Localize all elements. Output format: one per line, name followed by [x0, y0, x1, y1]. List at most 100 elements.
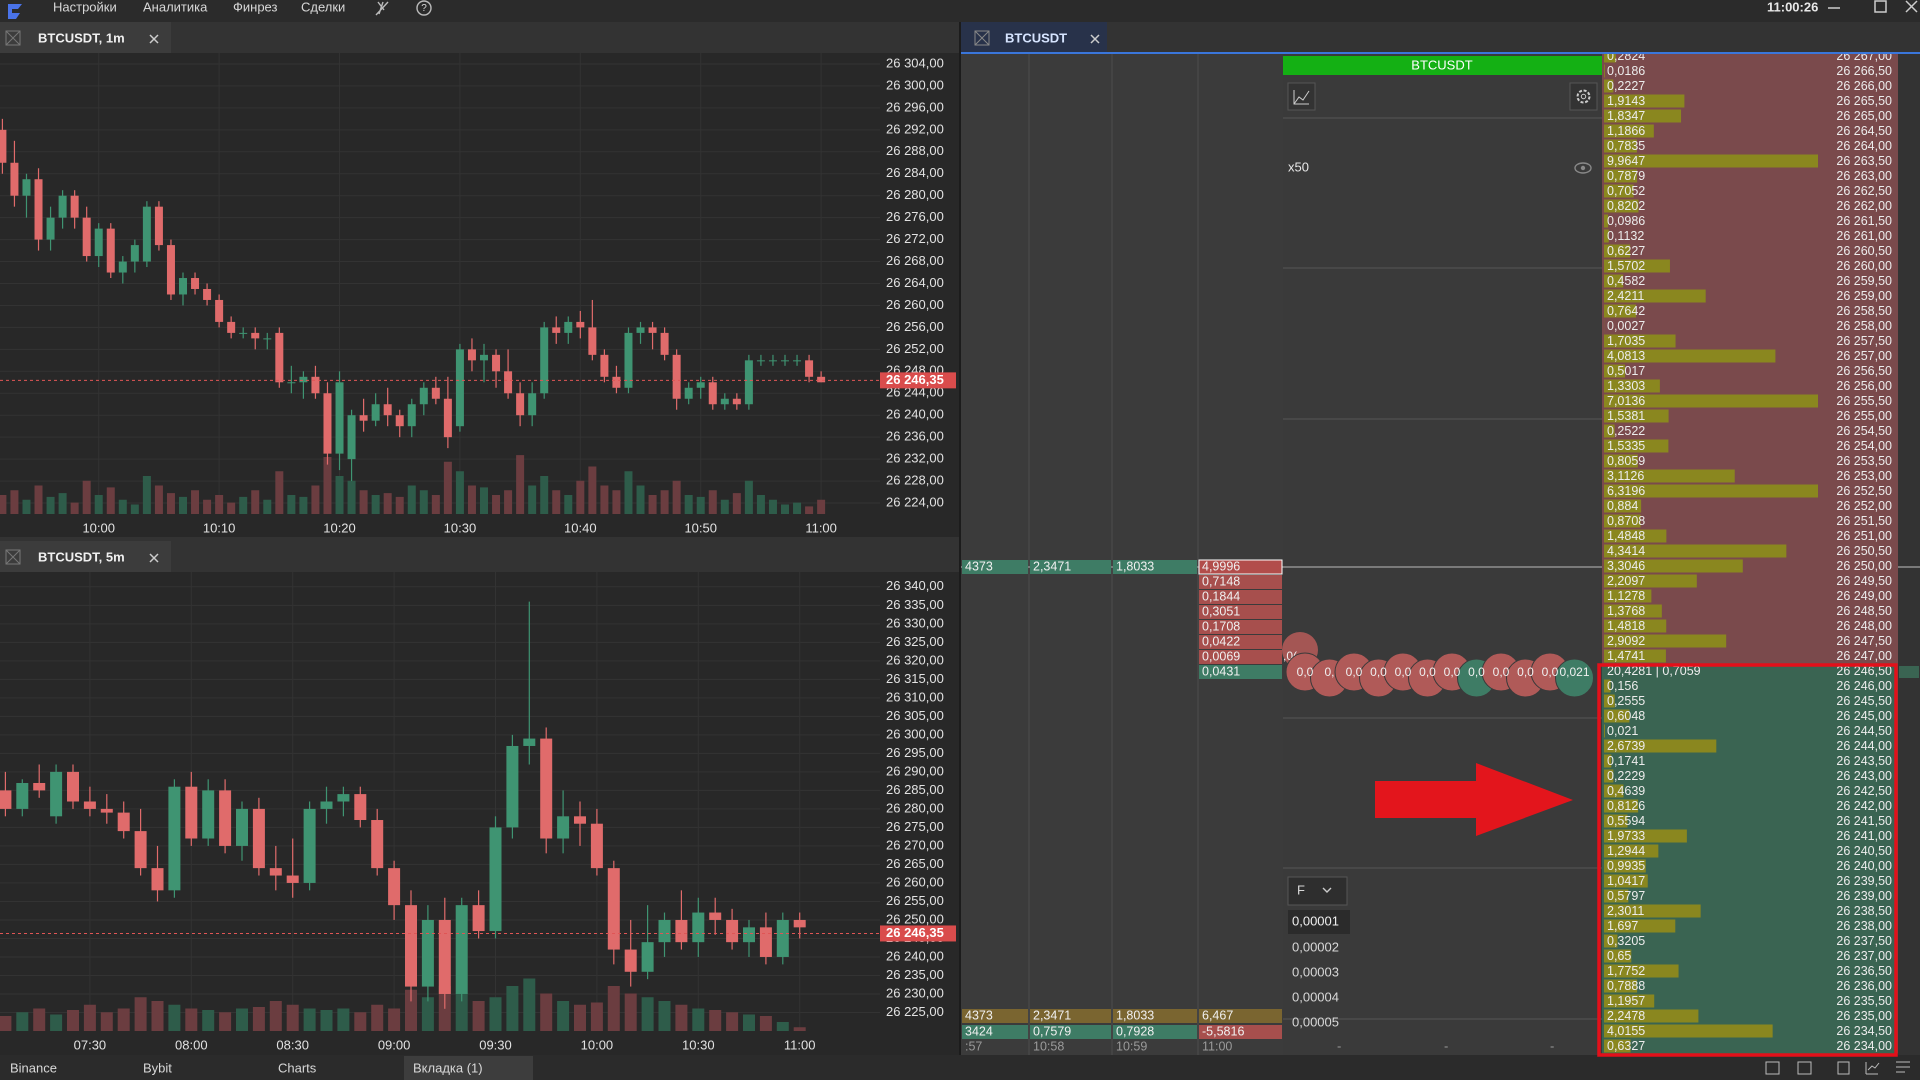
footer-icon[interactable] — [1797, 1061, 1812, 1075]
filter-value[interactable]: F — [1297, 882, 1305, 897]
book-price: 26 252,00 — [1836, 499, 1892, 513]
y-tick-label: 26 260,00 — [886, 874, 944, 889]
book-volume: 0,3205 — [1607, 934, 1645, 948]
x-tick-label: 09:00 — [378, 1037, 411, 1052]
volume-bar — [347, 480, 356, 514]
tab[interactable] — [961, 22, 1107, 53]
settings-icon — [1580, 93, 1587, 100]
book-volume: 1,3303 — [1607, 379, 1645, 393]
volume-bar — [395, 496, 404, 514]
book-price: 26 244,50 — [1836, 724, 1892, 738]
candle-body — [523, 738, 536, 746]
candle-body — [311, 376, 320, 394]
candle-body — [624, 332, 633, 388]
candle-body — [743, 927, 755, 943]
book-price: 26 235,00 — [1836, 1009, 1892, 1023]
volume-bar — [624, 471, 633, 514]
candle-body — [154, 206, 163, 246]
book-volume: 1,7035 — [1607, 334, 1645, 348]
candle-body — [776, 919, 789, 957]
footer-icon[interactable] — [1896, 1061, 1910, 1073]
book-price: 26 238,50 — [1836, 904, 1892, 918]
tab-close[interactable] — [1090, 34, 1100, 44]
footer-tab[interactable]: Bybit — [143, 1060, 172, 1075]
menu-item[interactable]: Финрез — [233, 0, 277, 14]
candle-body — [191, 278, 200, 289]
menu-item[interactable]: Сделки — [301, 0, 345, 14]
y-tick-label: 26 275,00 — [886, 819, 944, 834]
y-tick-label: 26 236,00 — [886, 429, 944, 444]
step-option[interactable]: 0,00001 — [1292, 913, 1339, 928]
footer-icon[interactable] — [1837, 1061, 1850, 1075]
bubble-label: 0,0 — [1517, 665, 1534, 679]
cluster-cell — [1199, 665, 1282, 679]
volume-bar — [1604, 94, 1685, 108]
cluster-value: 0,0069 — [1202, 649, 1240, 663]
tab-title[interactable]: BTCUSDT — [1005, 30, 1067, 45]
volume-bar — [1604, 79, 1614, 93]
candle-body — [720, 398, 729, 405]
candle-body — [407, 404, 416, 427]
book-volume: 0,5797 — [1607, 889, 1645, 903]
tab-title[interactable]: BTCUSDT, 1m — [38, 30, 125, 45]
y-tick-label: 26 285,00 — [886, 782, 944, 797]
book-price: 26 261,00 — [1836, 229, 1892, 243]
volume-bar — [252, 1007, 265, 1031]
footer-icon[interactable] — [1865, 1062, 1880, 1075]
volume-bar — [1604, 844, 1659, 858]
candle-body — [696, 382, 705, 388]
book-row — [1602, 318, 1898, 334]
volume-bar — [275, 471, 284, 514]
candle-body — [709, 912, 722, 920]
volume-bar — [203, 499, 212, 514]
book-volume: 0,8059 — [1607, 454, 1645, 468]
bubble-label: 0,0 — [1370, 665, 1387, 679]
step-option[interactable]: 0,00005 — [1292, 1014, 1339, 1029]
help-icon[interactable] — [416, 0, 432, 16]
footer-icon[interactable] — [1765, 1061, 1780, 1075]
candle-body — [303, 808, 316, 883]
step-option[interactable]: 0,00004 — [1292, 989, 1339, 1004]
visibility-toggle[interactable] — [1574, 162, 1592, 174]
tab-title[interactable]: BTCUSDT, 5m — [38, 549, 125, 564]
maximize-button[interactable] — [1874, 0, 1887, 13]
footer-tab[interactable]: Вкладка (1) — [413, 1060, 483, 1075]
step-option[interactable]: 0,00003 — [1292, 964, 1339, 979]
x-tick-label: 10:30 — [444, 520, 477, 535]
candle-body — [564, 321, 573, 333]
settings-button[interactable] — [1569, 82, 1598, 111]
tab-close[interactable] — [149, 34, 159, 44]
volume-bar — [239, 496, 248, 514]
menu-item[interactable]: Настройки — [53, 0, 117, 14]
candle-body — [335, 382, 344, 454]
tab-close[interactable] — [149, 553, 159, 563]
book-price: 26 246,00 — [1836, 679, 1892, 693]
book-price: 26 249,00 — [1836, 589, 1892, 603]
footer-tab[interactable]: Charts — [278, 1060, 317, 1075]
visibility-toggle-pupil — [1580, 165, 1586, 171]
cluster-value: 6,467 — [1202, 1008, 1233, 1022]
cluster-cell — [1113, 1025, 1197, 1039]
volume-bar — [506, 986, 519, 1031]
volume-bar — [1604, 814, 1628, 828]
volume-bar — [219, 1012, 232, 1031]
book-row — [1602, 873, 1898, 889]
book-price: 26 251,00 — [1836, 529, 1892, 543]
volume-bar — [22, 499, 31, 514]
footer-tab[interactable]: Binance — [10, 1060, 57, 1075]
candle-body — [371, 404, 380, 421]
chart-button[interactable] — [1287, 82, 1316, 111]
tab[interactable] — [0, 541, 171, 572]
cluster-value: 0,7148 — [1202, 574, 1240, 588]
volume-bar — [574, 1004, 586, 1031]
volume-bar — [708, 490, 717, 514]
menu-item[interactable]: Аналитика — [143, 0, 208, 14]
y-tick-label: 26 240,00 — [886, 948, 944, 963]
close-button[interactable] — [1905, 0, 1918, 13]
book-row — [1602, 408, 1898, 424]
step-option[interactable]: 0,00002 — [1292, 939, 1339, 954]
filter-dropdown[interactable] — [1287, 876, 1348, 906]
mute-icon[interactable] — [375, 1, 389, 16]
volume-bar — [600, 485, 609, 514]
tab[interactable] — [0, 22, 171, 53]
